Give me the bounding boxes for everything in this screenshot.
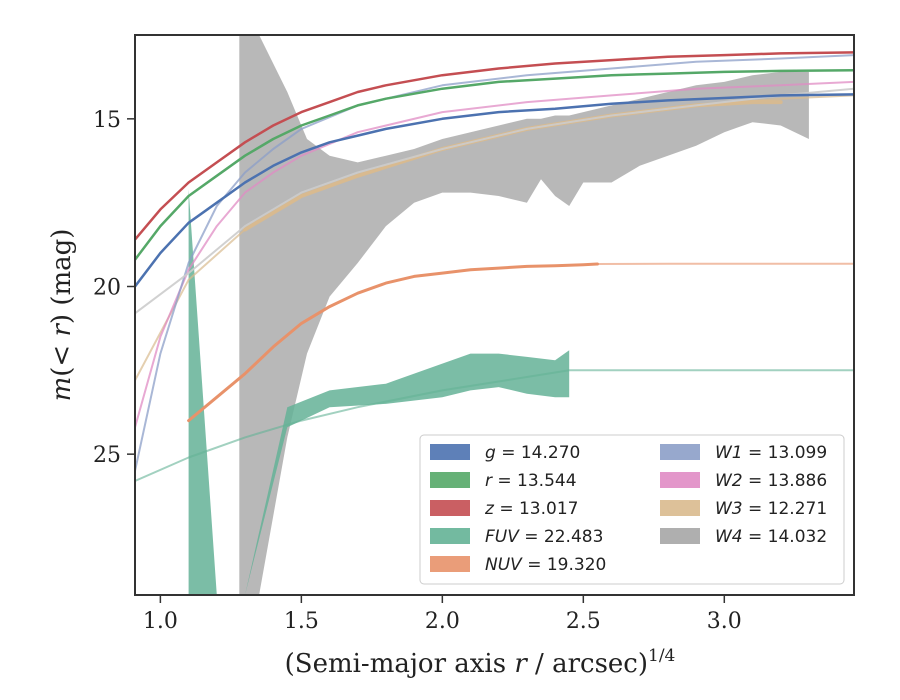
legend-item-g: g = 14.270: [430, 443, 580, 463]
x-tick-label: 2.5: [566, 609, 601, 634]
legend-item-w3: W3 = 12.271: [660, 499, 827, 519]
legend: g = 14.270 r = 13.544 z = 13.017 FUV = 22.4…: [419, 434, 845, 585]
legend-swatch: [660, 444, 700, 460]
series-line-w2: [135, 80, 854, 429]
legend-item-w1: W1 = 13.099: [660, 443, 827, 463]
series-line-nuv: [187, 262, 599, 423]
series-band-w4: [239, 35, 809, 595]
legend-swatch: [430, 500, 470, 516]
series-line-r: [135, 68, 854, 261]
legend-item-r: r = 13.544: [430, 471, 577, 491]
legend-item-w2: W2 = 13.886: [660, 471, 827, 491]
series-line-w1: [135, 54, 854, 472]
legend-label: W2 = 13.886: [715, 471, 827, 491]
legend-item-w4: W4 = 14.032: [660, 527, 827, 547]
legend-label: z = 13.017: [484, 499, 578, 519]
legend-label: W1 = 13.099: [715, 443, 827, 463]
legend-swatch: [430, 556, 470, 572]
legend-item-z: z = 13.017: [430, 499, 578, 519]
x-tick-label: 1.0: [143, 609, 178, 634]
x-tick-label: 3.0: [707, 609, 742, 634]
series-line-z: [135, 51, 854, 241]
legend-swatch: [660, 500, 700, 516]
x-tick-label: 2.0: [425, 609, 460, 634]
x-tick-label: 1.5: [284, 609, 319, 634]
legend-label: g = 14.270: [485, 443, 580, 463]
series-band-fuv: [188, 189, 570, 595]
legend-swatch: [430, 472, 470, 488]
legend-frame: [419, 434, 845, 585]
plot-frame: [134, 34, 855, 596]
x-axis-label: (Semi-major axis r / arcsec)1/4: [285, 646, 676, 679]
y-tick-label: 15: [93, 108, 121, 133]
series-layer: [135, 35, 854, 595]
series-line-extra: [135, 87, 854, 315]
legend-swatch: [660, 528, 700, 544]
legend-label: r = 13.544: [485, 471, 577, 491]
legend-label: FUV = 22.483: [485, 527, 603, 547]
legend-item-fuv: FUV = 22.483: [430, 527, 603, 547]
legend-swatch: [430, 528, 470, 544]
y-tick-label: 25: [93, 443, 121, 468]
legend-label: NUV = 19.320: [485, 555, 606, 575]
legend-label: W4 = 14.032: [715, 527, 827, 547]
legend-label: W3 = 12.271: [715, 499, 827, 519]
y-axis-label: m(< r) (mag): [47, 229, 77, 402]
series-line-g: [135, 93, 854, 288]
x-axis-ticks: 1.0 1.5 2.0 2.5 3.0: [143, 595, 742, 634]
legend-swatch: [660, 472, 700, 488]
series-line-fuv-extrap: [135, 369, 854, 482]
y-tick-label: 20: [93, 275, 121, 300]
legend-swatch: [430, 444, 470, 460]
legend-item-nuv: NUV = 19.320: [430, 555, 606, 575]
y-axis-ticks: 15 20 25: [93, 108, 135, 468]
